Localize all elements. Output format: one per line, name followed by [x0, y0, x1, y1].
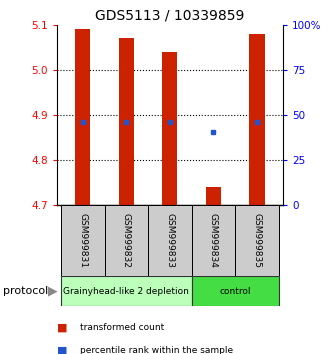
Text: ▶: ▶ — [48, 285, 58, 298]
Bar — [235, 205, 279, 276]
Text: Grainyhead-like 2 depletion: Grainyhead-like 2 depletion — [63, 287, 189, 296]
Bar — [119, 38, 134, 205]
Text: GSM999832: GSM999832 — [122, 213, 131, 268]
Bar — [249, 34, 264, 205]
Title: GDS5113 / 10339859: GDS5113 / 10339859 — [95, 8, 244, 22]
Text: control: control — [219, 287, 251, 296]
Bar — [191, 205, 235, 276]
Bar — [191, 276, 279, 306]
Text: GSM999834: GSM999834 — [209, 213, 218, 268]
Bar — [206, 187, 221, 205]
Text: GSM999833: GSM999833 — [165, 213, 174, 268]
Text: GSM999831: GSM999831 — [78, 213, 87, 268]
Text: ■: ■ — [57, 322, 67, 332]
Text: GSM999835: GSM999835 — [252, 213, 261, 268]
Bar — [105, 205, 148, 276]
Bar — [148, 205, 191, 276]
Text: percentile rank within the sample: percentile rank within the sample — [80, 346, 233, 354]
Text: transformed count: transformed count — [80, 323, 164, 332]
Bar — [75, 29, 90, 205]
Text: protocol: protocol — [3, 286, 49, 296]
Text: ■: ■ — [57, 346, 67, 354]
Bar — [162, 52, 177, 205]
Bar — [61, 276, 191, 306]
Bar — [61, 205, 105, 276]
